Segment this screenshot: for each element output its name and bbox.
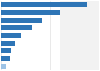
Bar: [1, 56, 10, 61]
Bar: [1, 2, 87, 7]
Bar: [1, 33, 21, 38]
Bar: [1, 10, 60, 15]
Bar: [1, 18, 42, 23]
Bar: [1, 64, 6, 69]
Bar: [1, 48, 11, 53]
Bar: [1, 25, 32, 30]
Bar: [1, 41, 15, 46]
Bar: [60, 1, 99, 70]
